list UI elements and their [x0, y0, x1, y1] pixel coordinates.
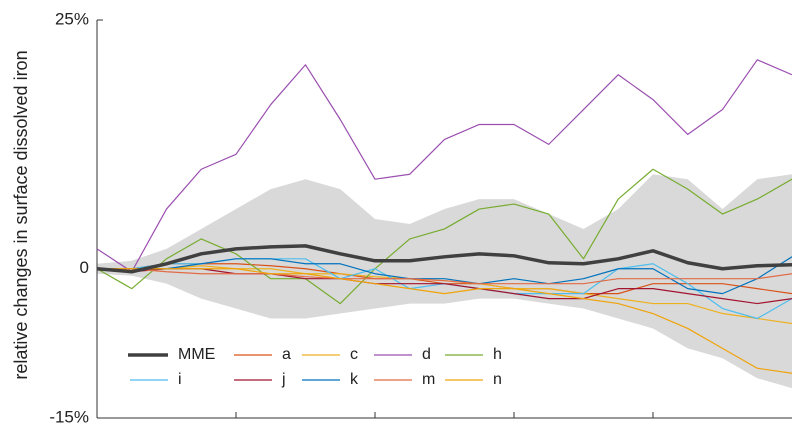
legend-label: h: [493, 346, 502, 363]
y-tick-label: 25%: [55, 9, 89, 28]
legend-label: n: [493, 371, 502, 388]
series-line: [96, 244, 792, 274]
series-line: [96, 168, 792, 305]
legend-label: MME: [178, 346, 215, 363]
legend-label: a: [282, 346, 291, 363]
y-axis-label: relative changes in surface dissolved ir…: [11, 50, 31, 379]
legend-label: d: [422, 346, 431, 363]
series-line: [97, 256, 792, 295]
legend-label: m: [422, 371, 435, 388]
series-line: [96, 268, 792, 305]
legend-label: k: [350, 371, 359, 388]
series-line: [96, 59, 792, 273]
series-line: [97, 268, 792, 374]
legend-label: c: [350, 346, 358, 363]
y-tick-label: 0: [80, 258, 89, 277]
series-line: [97, 268, 792, 285]
legend-label: i: [178, 371, 182, 388]
y-tick-label: -15%: [49, 407, 89, 426]
legend-label: j: [281, 371, 286, 388]
